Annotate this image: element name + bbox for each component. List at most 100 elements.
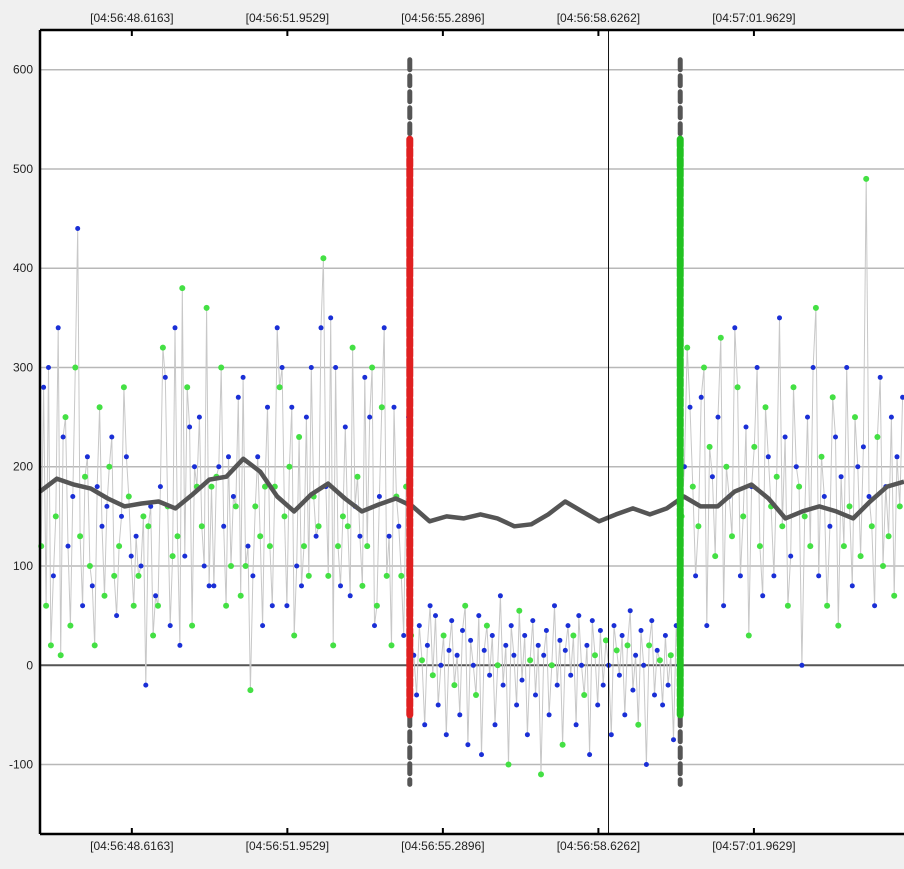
data-point (260, 623, 266, 629)
data-point (799, 662, 805, 668)
data-point (760, 593, 766, 599)
data-point (335, 543, 341, 550)
data-point (373, 602, 380, 609)
data-point (788, 553, 794, 559)
data-point (782, 434, 788, 440)
data-point (125, 493, 132, 500)
data-point (221, 523, 227, 529)
data-point (57, 652, 64, 659)
data-point (338, 583, 343, 589)
data-point (829, 394, 836, 401)
smoothed-path (38, 456, 904, 529)
data-point (554, 682, 560, 688)
data-point (863, 175, 870, 182)
data-point (91, 642, 98, 649)
data-point (203, 304, 210, 311)
data-point (816, 573, 822, 579)
data-point (96, 404, 103, 411)
data-point (740, 513, 747, 520)
data-point (900, 394, 904, 400)
data-point (187, 424, 193, 430)
data-point (807, 543, 814, 550)
data-point (153, 593, 159, 599)
data-point (849, 583, 855, 589)
data-point (701, 364, 707, 371)
data-point (646, 642, 653, 649)
data-point (344, 523, 351, 530)
data-point (349, 344, 356, 351)
data-point (279, 365, 285, 370)
data-point (460, 628, 465, 633)
data-point (50, 573, 56, 579)
data-point (821, 494, 827, 499)
x-tick-label: [04:56:58.6262] (557, 839, 640, 853)
data-point (562, 647, 568, 653)
data-point (184, 384, 191, 391)
data-point (174, 533, 181, 540)
data-point (313, 533, 319, 539)
data-point (671, 737, 676, 743)
data-point (624, 642, 631, 649)
data-point (414, 692, 420, 698)
data-point (765, 454, 771, 460)
data-point (840, 543, 847, 550)
range-markers[interactable] (406, 57, 684, 787)
data-point (503, 642, 509, 648)
data-point (359, 582, 366, 589)
data-point (89, 583, 95, 589)
data-point (796, 483, 803, 490)
data-point (622, 712, 628, 718)
data-point (303, 414, 309, 420)
data-point (328, 315, 334, 321)
data-point (177, 642, 183, 648)
data-point (535, 642, 541, 648)
data-point (325, 572, 332, 579)
data-point (565, 623, 571, 629)
data-point (372, 623, 377, 629)
data-point (481, 647, 487, 653)
data-point (584, 642, 590, 648)
data-point (483, 622, 490, 629)
data-point (654, 647, 660, 653)
data-point (381, 325, 387, 331)
data-point (424, 642, 430, 648)
data-point (613, 647, 620, 654)
data-point (369, 364, 376, 371)
data-point (111, 572, 118, 579)
data-point (138, 563, 144, 569)
data-point (289, 404, 295, 410)
data-point (587, 752, 593, 758)
data-point (595, 702, 601, 708)
data-point (667, 652, 674, 659)
data-point (516, 607, 523, 614)
data-point (284, 603, 290, 609)
data-point (597, 628, 603, 633)
data-point (751, 443, 758, 450)
data-point (533, 692, 538, 698)
data-point (818, 453, 825, 460)
data-point (228, 563, 234, 569)
data-point (868, 523, 875, 530)
data-point (250, 573, 256, 579)
data-point (611, 623, 617, 629)
data-point (157, 484, 163, 490)
data-point (114, 613, 120, 619)
data-point (376, 494, 382, 499)
data-point (67, 622, 74, 629)
data-point (82, 473, 88, 480)
plot-area (40, 30, 904, 834)
data-point (189, 622, 196, 629)
data-point (570, 632, 577, 639)
axes (38, 28, 904, 836)
data-point (514, 702, 520, 708)
data-point (172, 325, 178, 331)
data-point (592, 652, 598, 659)
data-point (119, 513, 124, 519)
data-point (494, 662, 501, 669)
data-point (838, 474, 844, 480)
data-point (255, 454, 261, 460)
data-point (242, 563, 249, 569)
data-point (398, 572, 405, 579)
data-point (729, 533, 735, 540)
